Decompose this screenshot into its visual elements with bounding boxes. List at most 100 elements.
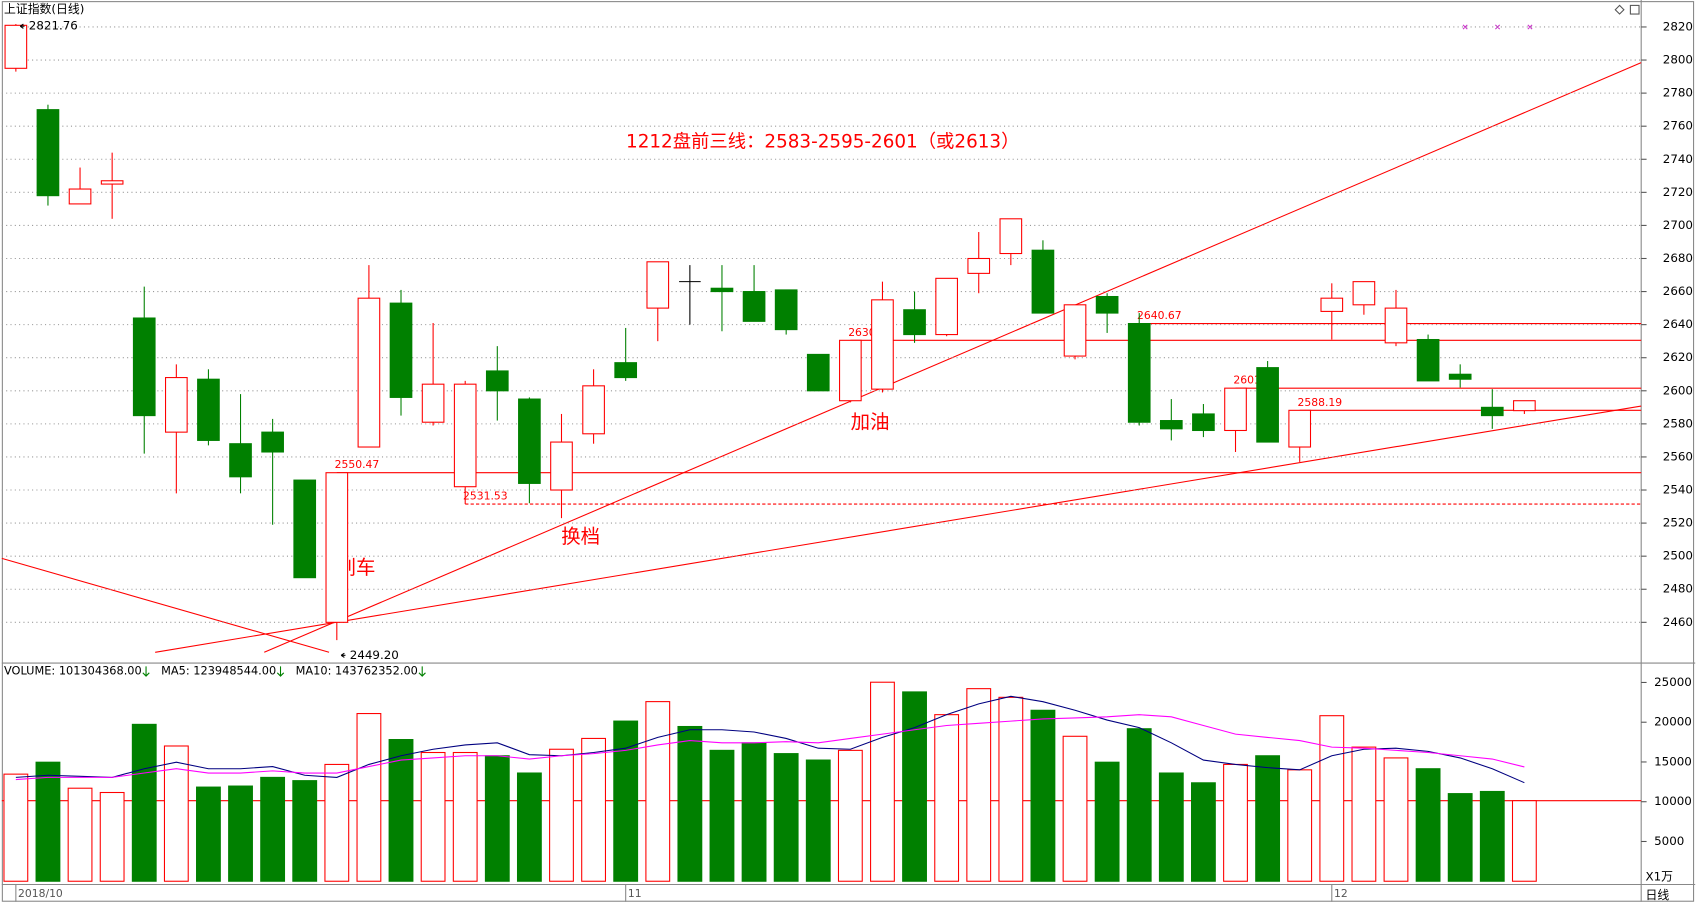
candle-body: [1192, 413, 1215, 432]
volume-bar: [1319, 715, 1345, 882]
candle-body: [100, 180, 124, 185]
volume-bar: [645, 701, 671, 882]
unit-label: X1万: [1646, 869, 1674, 883]
volume-bar: [1351, 746, 1377, 882]
candle-body: [293, 479, 317, 579]
y-tick-label: 2640: [1663, 317, 1693, 331]
annotation: 换档: [561, 525, 600, 548]
candle-body: [1127, 322, 1151, 423]
candle-body: [1063, 304, 1087, 357]
volume-bar: [934, 714, 960, 882]
candle-body: [197, 378, 220, 441]
volume-bar: [484, 755, 510, 882]
y-tick-label: 2540: [1663, 483, 1693, 497]
candle-body: [742, 291, 766, 322]
volume-bar: [356, 713, 382, 882]
candle-body: [485, 370, 509, 392]
candle-body: [1224, 387, 1247, 432]
candle-body: [389, 302, 413, 398]
candle-body: [357, 297, 381, 448]
volume-bar: [35, 761, 61, 882]
volume-bar: [131, 723, 157, 882]
volume-bar: [549, 748, 574, 882]
volume-bar: [228, 785, 253, 882]
volume-bar: [773, 753, 799, 882]
volume-bar: [1447, 793, 1473, 882]
candle-body: [871, 299, 894, 390]
period-label: 日线: [1646, 888, 1670, 902]
volume-bar: [837, 749, 863, 882]
volume-bar: [388, 739, 414, 882]
volume-bar: [1030, 709, 1056, 882]
volume-bar: [1415, 768, 1441, 882]
volume-bar: [1094, 761, 1120, 882]
candle-body: [935, 277, 958, 336]
candle-body: [229, 443, 252, 478]
volume-bar: [1255, 755, 1281, 882]
candle-body: [646, 261, 670, 309]
volume-bar: [709, 749, 735, 882]
candle-body: [325, 472, 349, 623]
candle-body: [453, 383, 477, 488]
candle-body: [4, 24, 28, 69]
y-tick-label: 2600: [1663, 383, 1693, 397]
y-tick-label: 2460: [1663, 615, 1693, 629]
level-label: 2550.47: [335, 458, 380, 471]
candle-body: [582, 385, 605, 435]
candle-body: [774, 289, 798, 331]
y-tick-label: 15000: [1654, 754, 1692, 768]
legend-arrow: [142, 666, 150, 677]
candle-body: [1288, 409, 1312, 448]
candle-body: [806, 353, 830, 392]
candle-body: [1384, 307, 1408, 344]
x-tick-label: 11: [628, 887, 642, 900]
y-tick-label: 5000: [1654, 834, 1684, 848]
candle-body: [36, 109, 60, 197]
chart-title: 上证指数(日线): [4, 2, 84, 16]
volume-bar: [196, 786, 221, 882]
volume-bar: [613, 720, 639, 882]
trend-line: [155, 405, 1642, 653]
volume-bar: [516, 772, 542, 882]
trend-line: [1, 557, 330, 653]
candle-body: [839, 339, 862, 402]
volume-bar: [163, 745, 189, 882]
candle-body: [1095, 295, 1119, 314]
volume-bar: [67, 787, 93, 882]
volume-bar: [998, 696, 1024, 882]
y-tick-label: 2760: [1663, 119, 1693, 133]
volume-bar: [870, 681, 895, 882]
level-label: 2531.53: [463, 489, 508, 502]
candle-body: [518, 398, 541, 484]
candle-body: [1480, 406, 1504, 417]
window-icons[interactable]: [1614, 4, 1640, 15]
volume-bar: [1190, 782, 1216, 882]
y-tick-label: 10000: [1654, 794, 1692, 808]
volume-bar: [99, 791, 125, 882]
volume-bar: [902, 691, 927, 882]
volume-bar: [260, 776, 286, 882]
y-tick-label: 2500: [1663, 549, 1693, 563]
point-label: 2821.76: [29, 19, 78, 33]
annotation: 加油: [851, 410, 890, 433]
candle-body: [132, 317, 156, 417]
volume-bar: [966, 688, 992, 882]
candle-body: [164, 377, 188, 433]
candle-body: [999, 218, 1023, 255]
y-tick-label: 2580: [1663, 416, 1693, 430]
candle-body: [550, 441, 573, 491]
icon-window[interactable]: [1629, 4, 1640, 15]
legend-entry: MA10: 143762352.00: [296, 664, 418, 678]
y-tick-label: 2660: [1663, 284, 1693, 298]
icon-diamond[interactable]: [1614, 4, 1625, 15]
candle-body: [1416, 338, 1440, 382]
y-tick-label: 2480: [1663, 582, 1693, 596]
candle-body: [68, 188, 92, 205]
legend-arrow: [418, 666, 426, 677]
legend-entry: VOLUME: 101304368.00: [4, 664, 142, 678]
candle-body: [1159, 420, 1183, 430]
chart-subtitle: 1212盘前三线：2583-2595-2601（或2613）: [626, 132, 1019, 153]
y-tick-label: 2560: [1663, 449, 1693, 463]
